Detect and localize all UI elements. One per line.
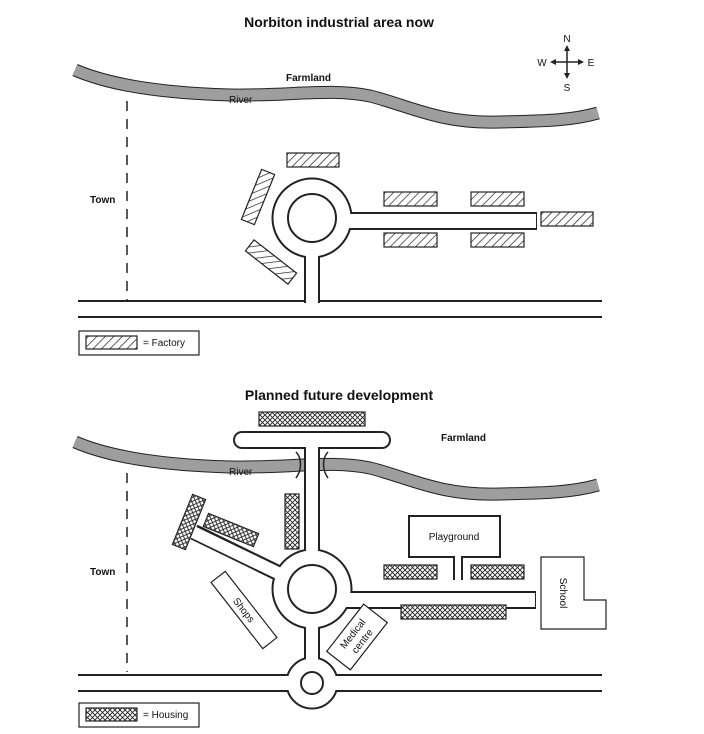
school-label: School — [557, 578, 568, 609]
housing-blocks — [171, 411, 525, 620]
factory — [383, 232, 438, 248]
factory — [240, 168, 276, 226]
legend-label: = Factory — [143, 338, 185, 349]
map-title: Norbiton industrial area now — [244, 14, 434, 30]
factory — [470, 191, 525, 207]
town-label: Town — [90, 567, 115, 578]
river-label: River — [229, 95, 253, 106]
legend-housing: = Housing — [78, 702, 200, 728]
map-title: Planned future development — [245, 387, 434, 403]
playground-label: Playground — [429, 532, 480, 543]
river-label: River — [229, 467, 253, 478]
factory — [383, 191, 438, 207]
housing — [202, 512, 260, 548]
town-label: Town — [90, 195, 115, 206]
main-road — [78, 300, 602, 318]
compass-w: W — [537, 58, 547, 69]
map-planned: Planned future development River Farmlan… — [72, 387, 607, 728]
legend-factory: = Factory — [78, 330, 200, 356]
housing — [284, 493, 300, 550]
factories — [240, 152, 594, 285]
road-network — [78, 431, 602, 710]
bridge — [295, 451, 329, 479]
factory — [470, 232, 525, 248]
factory — [286, 152, 340, 168]
farmland-label: Farmland — [441, 433, 486, 444]
school: School — [540, 556, 607, 630]
roundabout — [271, 177, 537, 303]
shops: Shops — [210, 570, 278, 650]
map-current: Norbiton industrial area now River Farml… — [72, 14, 602, 356]
housing — [383, 564, 438, 580]
compass-s: S — [564, 83, 571, 94]
factory — [244, 239, 298, 285]
housing — [400, 604, 507, 620]
compass-icon: N S E W — [537, 34, 594, 94]
compass-n: N — [563, 34, 570, 45]
housing — [470, 564, 525, 580]
legend-label: = Housing — [143, 710, 188, 721]
factory — [540, 211, 594, 227]
farmland-label: Farmland — [286, 73, 331, 84]
compass-e: E — [588, 58, 595, 69]
housing — [171, 493, 207, 551]
housing — [258, 411, 366, 427]
medical-centre: Medical centre — [325, 603, 389, 671]
playground: Playground — [408, 515, 501, 580]
